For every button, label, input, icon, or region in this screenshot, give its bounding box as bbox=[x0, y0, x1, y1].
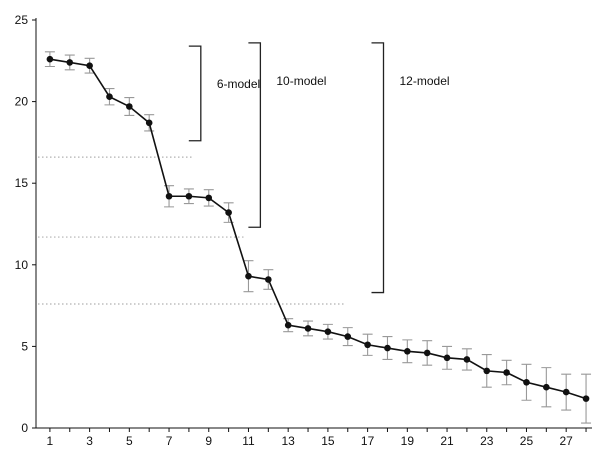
data-point-10 bbox=[225, 209, 232, 216]
brackets: 6-model 10-model 12-model bbox=[188, 42, 450, 294]
x-tick-label-5: 5 bbox=[126, 434, 133, 448]
data-point-21 bbox=[443, 354, 451, 362]
data-point-19 bbox=[404, 347, 411, 355]
data-point-26 bbox=[543, 383, 550, 391]
y-tick-label-5: 5 bbox=[21, 339, 28, 353]
x-tick-label-27: 27 bbox=[560, 434, 574, 448]
data-point-17 bbox=[364, 341, 371, 349]
x-tick-label-13: 13 bbox=[282, 434, 296, 448]
y-tick-label-0: 0 bbox=[21, 421, 28, 435]
data-point-4 bbox=[106, 93, 113, 101]
x-tick-label-23: 23 bbox=[480, 434, 494, 448]
series bbox=[46, 55, 590, 402]
data-point-6 bbox=[145, 119, 153, 127]
x-tick-label-25: 25 bbox=[520, 434, 534, 448]
data-point-1 bbox=[46, 55, 54, 63]
y-tick-label-10: 10 bbox=[15, 258, 29, 272]
bracket-1 bbox=[248, 42, 262, 228]
x-tick-label-1: 1 bbox=[47, 434, 54, 448]
data-point-11 bbox=[245, 272, 252, 280]
bracket-label-0: 6-model bbox=[217, 77, 260, 91]
data-point-22 bbox=[463, 356, 471, 363]
x-tick-label-17: 17 bbox=[361, 434, 375, 448]
error-bars bbox=[44, 51, 592, 424]
data-point-23 bbox=[483, 367, 491, 375]
x-tick-label-3: 3 bbox=[86, 434, 93, 448]
data-point-13 bbox=[284, 321, 292, 329]
data-point-7 bbox=[165, 192, 173, 200]
data-point-20 bbox=[423, 349, 431, 357]
data-point-15 bbox=[324, 328, 332, 336]
data-point-5 bbox=[126, 103, 133, 110]
y-tick-label-25: 25 bbox=[15, 13, 29, 27]
data-point-9 bbox=[205, 194, 213, 202]
x-tick-label-11: 11 bbox=[242, 434, 255, 448]
data-point-3 bbox=[86, 62, 93, 69]
y-tick-label-15: 15 bbox=[15, 176, 29, 190]
x-tick-label-15: 15 bbox=[321, 434, 335, 448]
data-point-2 bbox=[66, 59, 74, 66]
series-line bbox=[49, 58, 587, 400]
x-tick-label-7: 7 bbox=[166, 434, 173, 448]
x-tick-label-21: 21 bbox=[440, 434, 454, 448]
data-point-8 bbox=[185, 192, 193, 200]
x-tick-label-9: 9 bbox=[205, 434, 212, 448]
bracket-2 bbox=[371, 42, 385, 294]
data-point-18 bbox=[384, 344, 391, 352]
data-point-28 bbox=[582, 395, 590, 402]
bracket-0 bbox=[188, 45, 202, 142]
data-point-12 bbox=[265, 276, 272, 283]
data-point-25 bbox=[523, 379, 530, 386]
reference-lines bbox=[38, 156, 344, 305]
y-tick-label-20: 20 bbox=[15, 95, 29, 109]
bracket-label-2: 12-model bbox=[400, 74, 450, 88]
data-point-24 bbox=[503, 369, 510, 376]
x-tick-label-19: 19 bbox=[401, 434, 415, 448]
data-point-14 bbox=[304, 325, 312, 332]
data-point-27 bbox=[562, 388, 570, 396]
bracket-label-1: 10-model bbox=[276, 74, 326, 88]
data-point-16 bbox=[344, 333, 352, 340]
